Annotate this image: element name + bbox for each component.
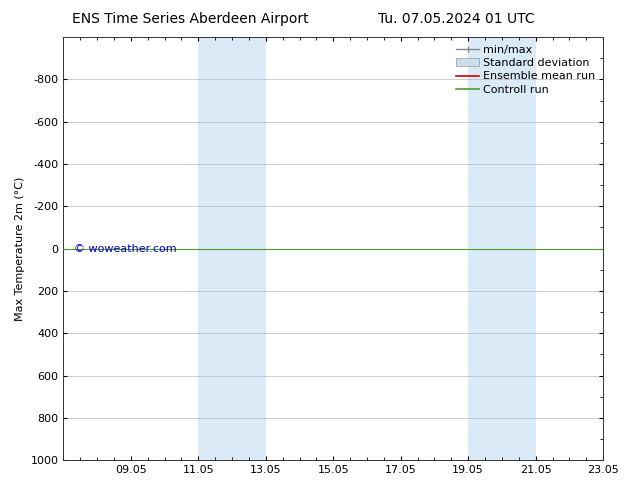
Text: ENS Time Series Aberdeen Airport: ENS Time Series Aberdeen Airport [72,12,309,26]
Bar [198,37,266,460]
Y-axis label: Max Temperature 2m (°C): Max Temperature 2m (°C) [15,176,25,321]
Legend: min/max, Standard deviation, Ensemble mean run, Controll run: min/max, Standard deviation, Ensemble me… [454,43,598,97]
Bar [468,37,536,460]
Text: Tu. 07.05.2024 01 UTC: Tu. 07.05.2024 01 UTC [378,12,535,26]
Text: © woweather.com: © woweather.com [74,244,177,254]
